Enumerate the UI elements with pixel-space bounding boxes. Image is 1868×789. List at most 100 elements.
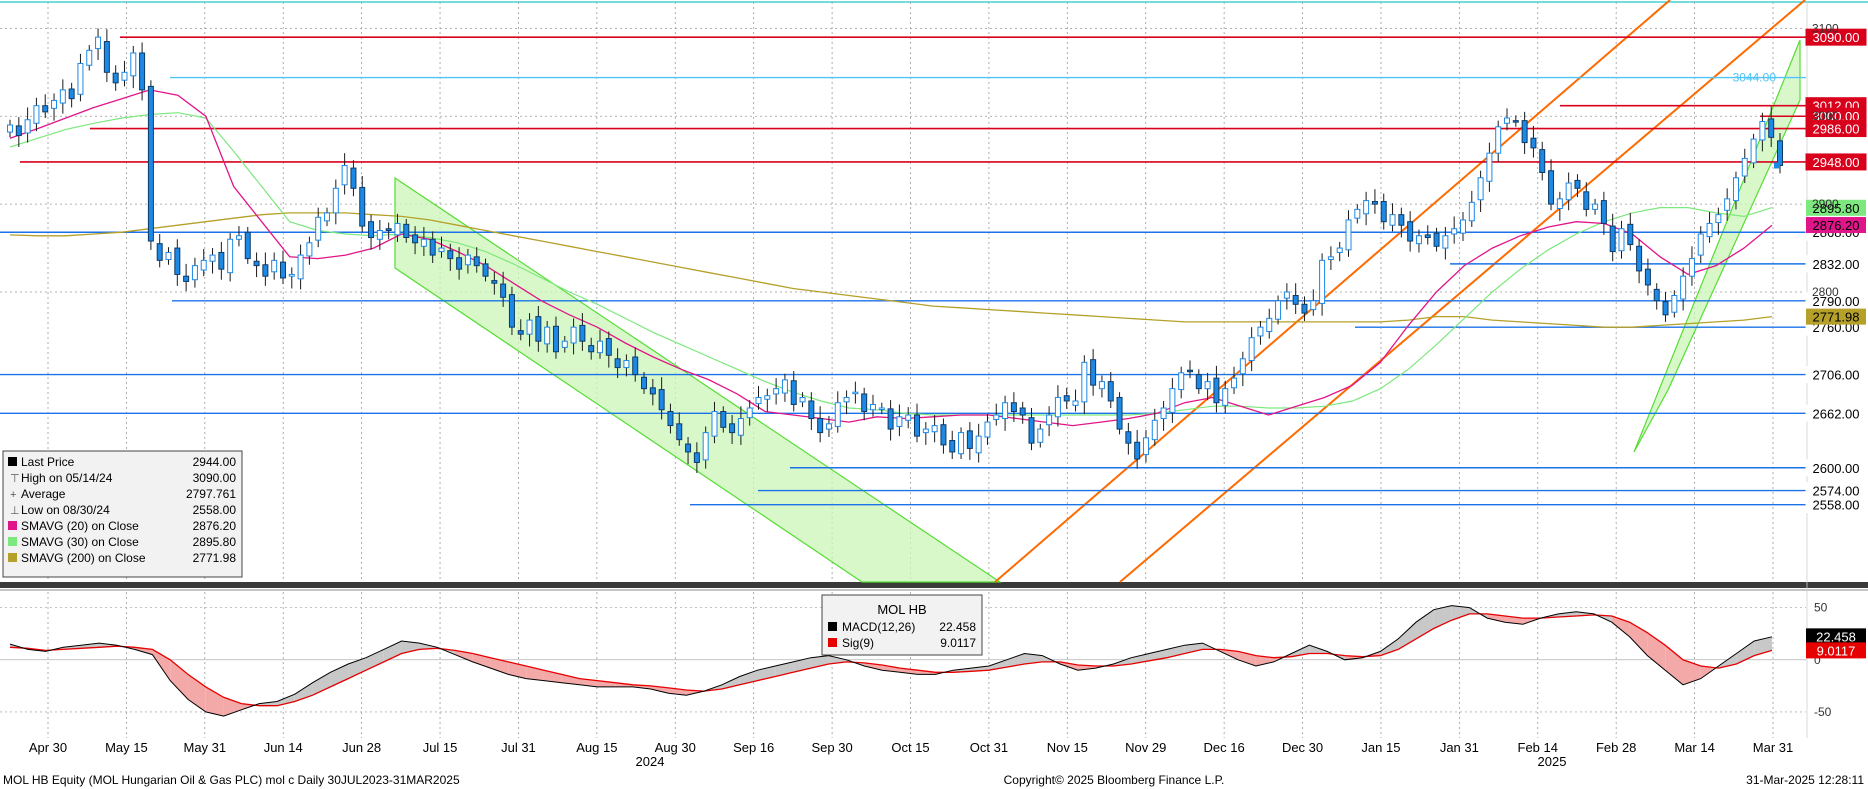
candle-body: [905, 414, 912, 421]
candle-body: [685, 443, 692, 453]
candle-body: [1680, 275, 1687, 300]
candle-body: [552, 325, 559, 353]
macd-value-label: 22.458: [1816, 629, 1856, 644]
candle-body: [1415, 235, 1422, 245]
macd-tick-label: -50: [1814, 705, 1832, 719]
candle-body: [1257, 326, 1264, 337]
candle-body: [834, 402, 841, 427]
candle-body: [1054, 396, 1061, 418]
legend-label: Average: [21, 487, 66, 501]
macd-tick-label: 50: [1814, 601, 1828, 615]
candle-body: [1301, 303, 1308, 314]
candle-body: [720, 411, 727, 428]
macd-legend-swatch: [828, 622, 837, 631]
candle-body: [315, 216, 322, 241]
candle-body: [1512, 120, 1519, 123]
macd-fill: [1309, 645, 1328, 654]
candle-body: [535, 316, 542, 342]
candle-body: [1688, 258, 1695, 277]
candle-body: [1777, 140, 1783, 166]
legend-label: Low on 08/30/24: [21, 503, 110, 517]
candle-body: [1592, 203, 1599, 210]
level-label: 2832.00: [1813, 257, 1860, 272]
price-legend: Last Price 2944.00 ⊤ High on 05/14/24 3090.0…: [2, 450, 243, 578]
legend-label: Last Price: [21, 455, 75, 469]
ma-label: 2876.20: [1813, 218, 1860, 233]
candle-body: [597, 340, 603, 354]
macd-fill: [259, 701, 277, 706]
candle-body: [1618, 228, 1625, 252]
macd-fill: [1433, 605, 1452, 629]
price-tick-label: 3100: [1812, 21, 1839, 35]
candle-body: [517, 330, 524, 335]
legend-value: 3090.00: [193, 471, 237, 485]
candle-body: [1266, 317, 1273, 333]
candle-body: [482, 263, 489, 277]
candle-body: [861, 393, 868, 413]
macd-fill: [490, 657, 509, 675]
date-tick-label: Nov 15: [1047, 740, 1088, 755]
date-tick-label: Mar 14: [1674, 740, 1714, 755]
candle-body: [403, 223, 410, 239]
macd-fill: [170, 659, 188, 700]
date-tick-label: Nov 29: [1125, 740, 1166, 755]
macd-fill: [1754, 636, 1772, 656]
candle-body: [993, 414, 1000, 420]
candle-body: [1363, 200, 1370, 215]
candle-body: [1424, 234, 1431, 239]
candle-body: [975, 435, 982, 454]
macd-fill: [1683, 659, 1701, 685]
macd-fill: [205, 686, 224, 717]
candle-body: [1380, 200, 1387, 223]
legend-label: SMAVG (30) on Close: [21, 535, 139, 549]
candle-body: [1178, 372, 1185, 391]
candle-body: [59, 89, 66, 104]
date-tick-label: Oct 15: [891, 740, 929, 755]
candle-body: [1151, 419, 1158, 441]
candle-body: [24, 119, 31, 134]
candle-body: [7, 124, 13, 133]
candle-body: [869, 403, 876, 411]
candle-body: [526, 319, 533, 335]
level-label-box: [1805, 404, 1867, 422]
sma200-line: [9, 212, 1773, 328]
candle-body: [1521, 120, 1528, 144]
candle-body: [1636, 245, 1643, 272]
candle-body: [667, 411, 674, 427]
candle-body: [1063, 395, 1070, 402]
candle-body: [1010, 402, 1017, 413]
price-tick-label: 3000: [1812, 109, 1839, 123]
candle-body: [112, 72, 119, 84]
date-tick-label: Jun 28: [342, 740, 381, 755]
candle-body: [95, 36, 102, 50]
legend-swatch: [8, 537, 17, 546]
candle-body: [1583, 191, 1590, 210]
candle-body: [1609, 225, 1616, 253]
candle-body: [1248, 337, 1255, 362]
candle-body: [420, 238, 427, 247]
macd-fill: [1416, 609, 1434, 639]
level-label-box: [1805, 28, 1867, 46]
candle-body: [42, 105, 49, 113]
level-label-box: [1805, 496, 1867, 514]
macd-fill: [1398, 622, 1417, 650]
candle-body: [1283, 291, 1290, 299]
macd-fill: [1665, 645, 1684, 685]
candle-body: [825, 423, 832, 430]
candle-body: [1459, 219, 1466, 234]
macd-legend: MOL HB MACD(12,26) 22.458 Sig(9) 9.0117: [821, 594, 983, 656]
candle-body: [244, 231, 251, 260]
candle-body: [817, 418, 824, 434]
candle-body: [1213, 377, 1220, 404]
candle-body: [1275, 300, 1282, 320]
macd-value-box: [1806, 642, 1866, 659]
candle-body: [1671, 295, 1678, 313]
candle-body: [15, 125, 22, 137]
candle-body: [174, 247, 181, 275]
macd-fill: [1736, 641, 1755, 664]
macd-fill: [401, 641, 420, 654]
level-label: 2706.00: [1813, 368, 1860, 383]
candle-body: [1486, 152, 1493, 182]
